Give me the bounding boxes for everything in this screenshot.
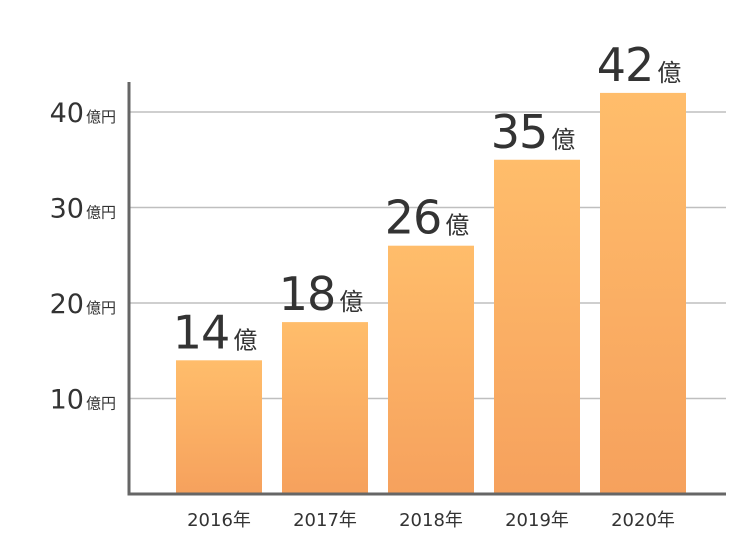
bar-value: 14 xyxy=(173,305,230,359)
bar-value-unit: 億 xyxy=(233,326,257,354)
bar-2017年 xyxy=(282,322,368,494)
bar-value-unit: 億 xyxy=(445,212,469,240)
y-tick-label: 40 億円 xyxy=(50,98,116,129)
bar-value-unit: 億 xyxy=(657,59,681,87)
bar-value-label: 42 億 xyxy=(597,38,682,92)
x-tick-label: 2016年 xyxy=(187,510,251,531)
bar-value-label: 18 億 xyxy=(279,267,364,321)
x-tick-label: 2017年 xyxy=(293,510,357,531)
bar-value: 26 xyxy=(385,191,442,245)
y-tick-label: 10 億円 xyxy=(50,385,116,416)
y-tick-label: 20 億円 xyxy=(50,289,116,320)
bars xyxy=(176,92,686,495)
y-tick-value: 10 xyxy=(50,385,84,416)
y-tick-value: 20 xyxy=(50,289,84,320)
bar-value-unit: 億 xyxy=(551,126,575,154)
x-tick-label: 2020年 xyxy=(611,510,675,531)
bar-2016年 xyxy=(176,360,262,494)
y-tick-value: 30 xyxy=(50,194,84,225)
bar-value-label: 14 億 xyxy=(173,305,258,359)
bar-2018年 xyxy=(388,245,474,494)
y-tick-unit: 億円 xyxy=(86,108,116,126)
bar-value-unit: 億 xyxy=(339,288,363,316)
y-tick-unit: 億円 xyxy=(86,204,116,222)
x-tick-label: 2018年 xyxy=(399,510,463,531)
axes xyxy=(127,82,726,496)
bar-2019年 xyxy=(494,159,580,494)
y-tick-value: 40 xyxy=(50,98,84,129)
y-tick-label: 30 億円 xyxy=(50,194,116,225)
bar-value: 35 xyxy=(491,105,548,159)
x-tick-label: 2019年 xyxy=(505,510,569,531)
bar-value: 18 xyxy=(279,267,336,321)
bar-value: 42 xyxy=(597,38,654,92)
bar-2020年 xyxy=(600,92,686,495)
bar-value-label: 26 億 xyxy=(385,191,470,245)
y-tick-unit: 億円 xyxy=(86,395,116,413)
y-tick-unit: 億円 xyxy=(86,299,116,317)
bar-value-label: 35 億 xyxy=(491,105,576,159)
